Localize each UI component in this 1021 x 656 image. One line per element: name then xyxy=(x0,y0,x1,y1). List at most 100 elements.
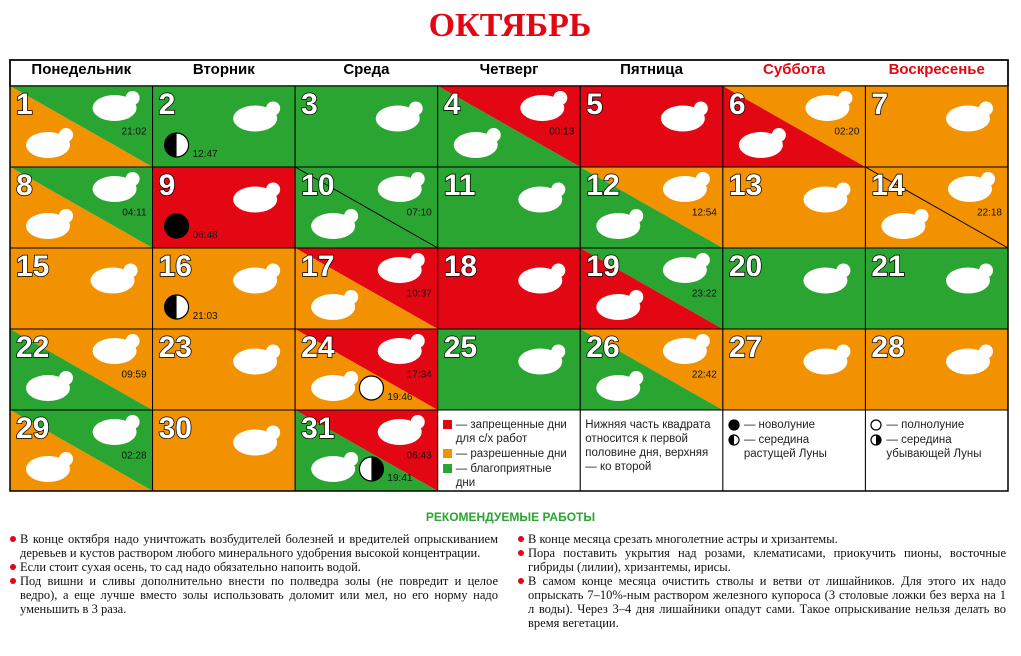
sign-time: 12:54 xyxy=(692,208,717,219)
zodiac-icon xyxy=(311,456,356,482)
day-cell: 22 09:59 xyxy=(9,328,154,411)
weekday: Вторник xyxy=(193,61,255,78)
legend-cell xyxy=(722,409,866,492)
zodiac-icon xyxy=(92,338,137,364)
zodiac-icon xyxy=(596,294,641,320)
zodiac-icon xyxy=(662,338,707,364)
zodiac-icon xyxy=(92,176,137,202)
recommendation-text: В самом конце месяца очистить стволы и в… xyxy=(528,574,1006,630)
zodiac-icon xyxy=(948,176,992,202)
day-number: 18 xyxy=(444,250,477,283)
zodiac-icon xyxy=(596,213,641,239)
day-cell: 10 07:10 xyxy=(294,166,439,249)
table-border xyxy=(9,59,1009,492)
legend-swatch xyxy=(442,420,452,429)
weekday: Воскресенье xyxy=(889,61,985,78)
zodiac-icon xyxy=(377,338,422,364)
day-cell: 13 xyxy=(722,166,866,249)
moon xyxy=(870,419,883,431)
legend-colors: — запрещенные дни для с/х работ — разреше… xyxy=(442,418,574,491)
day-number: 7 xyxy=(871,88,888,121)
zodiac-icon xyxy=(410,334,425,348)
day-cell: 27 xyxy=(722,328,866,411)
day-number: 6 xyxy=(729,88,746,121)
moon-icon xyxy=(728,434,740,446)
day-number: 1 xyxy=(16,88,33,121)
moon-shade xyxy=(164,295,177,319)
zodiac-icon xyxy=(90,267,135,294)
day-number: 2 xyxy=(159,88,176,121)
zodiac-icon xyxy=(946,267,990,294)
zodiac-icon xyxy=(344,452,359,466)
recommendation-text: В конце октября надо уничтожать возбудит… xyxy=(20,532,498,560)
day-number: 24 xyxy=(301,331,335,364)
recommendation-text: В конце месяца срезать многолетние астры… xyxy=(528,532,838,546)
recommendation: Пора поставить укрытия над розами, клема… xyxy=(518,546,1006,574)
zodiac-icon xyxy=(596,375,641,401)
zodiac-icon xyxy=(410,253,425,267)
zodiac-icon xyxy=(660,105,705,132)
weekday: Понедельник xyxy=(31,61,131,78)
moon xyxy=(728,419,740,431)
moon-time: 21:03 xyxy=(193,311,218,322)
day-number: 4 xyxy=(444,88,461,121)
zodiac-icon xyxy=(629,290,644,304)
day-cell: 6 02:20 xyxy=(722,85,866,168)
moon-time: 19:46 xyxy=(387,392,412,403)
zodiac-icon xyxy=(266,344,281,359)
recommendations-right: В конце месяца срезать многолетние астры… xyxy=(518,532,1006,630)
day-cell: 21 xyxy=(864,247,1009,330)
moon xyxy=(163,213,190,239)
legend-row: — новолуние xyxy=(728,418,859,432)
recommendation: В конце октября надо уничтожать возбудит… xyxy=(10,532,498,560)
zodiac-icon xyxy=(344,290,359,304)
day-number: 20 xyxy=(729,250,762,283)
day-number: 15 xyxy=(16,250,49,283)
zodiac-icon xyxy=(979,101,993,116)
legend-text: — запрещенные дни для с/х работ xyxy=(455,419,567,445)
day-cell: 15 xyxy=(9,247,154,330)
day-cell: 3 xyxy=(294,85,439,168)
zodiac-icon xyxy=(266,263,281,278)
zodiac-icon xyxy=(662,176,707,202)
zodiac-icon xyxy=(377,419,422,445)
zodiac-icon xyxy=(486,128,501,142)
zodiac-icon xyxy=(26,132,70,158)
day-cell: 23 xyxy=(152,328,296,411)
bullet xyxy=(518,578,524,584)
zodiac-icon xyxy=(518,348,563,375)
zodiac-icon xyxy=(377,176,422,202)
moon-icon xyxy=(870,419,883,431)
moon xyxy=(358,375,385,401)
moon-icon xyxy=(728,419,740,431)
day-number: 3 xyxy=(301,88,318,121)
moon-icon xyxy=(870,434,883,446)
zodiac-icon xyxy=(836,344,851,359)
moon-shade xyxy=(728,435,734,445)
zodiac-icon xyxy=(695,253,710,267)
day-cell: 8 04:11 xyxy=(9,166,154,249)
day-cell: 11 xyxy=(437,166,581,249)
legend-text: — полнолуние xyxy=(886,419,965,431)
zodiac-icon xyxy=(26,375,70,401)
zodiac-icon xyxy=(92,419,137,445)
moon-shade xyxy=(164,133,177,157)
moon-shade xyxy=(876,435,882,445)
zodiac-icon xyxy=(836,182,851,197)
zodiac-icon xyxy=(311,294,356,320)
recommendation: Если стоит сухая осень, то сад надо обяз… xyxy=(10,560,498,574)
zodiac-icon xyxy=(233,429,278,456)
zodiac-icon xyxy=(125,415,140,429)
weekday: Четверг xyxy=(480,61,539,78)
zodiac-icon xyxy=(805,95,850,121)
day-number: 16 xyxy=(159,250,192,283)
day-number: 17 xyxy=(301,250,334,283)
recommendation-text: Под вишни и сливы дополнительно внести п… xyxy=(20,574,498,616)
legend-moon: — новолуние — середина растущей Луны xyxy=(728,418,859,462)
day-cell: 5 xyxy=(579,85,724,168)
day-cell: 17 10:37 xyxy=(294,247,439,330)
bullet xyxy=(10,536,16,542)
zodiac-icon xyxy=(233,186,278,213)
sign-time: 06:43 xyxy=(407,451,432,462)
day-number: 22 xyxy=(16,331,49,364)
